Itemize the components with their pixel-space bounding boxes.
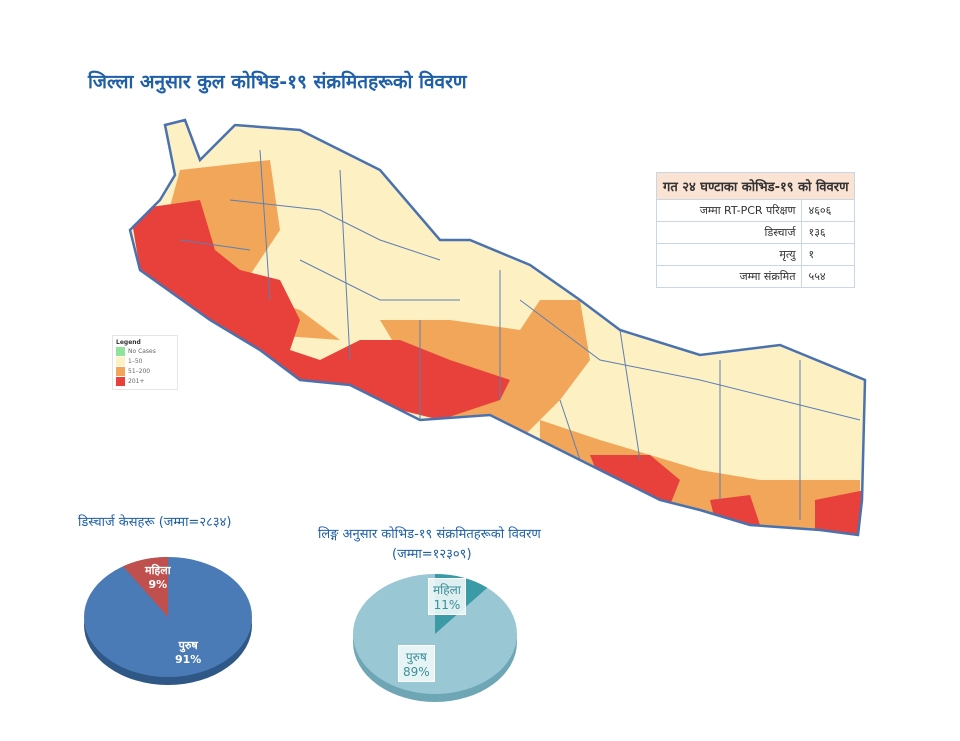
table-row: मृत्यु १ [655,243,856,266]
stat-value: १ [801,243,856,266]
table-row: जम्मा संक्रमित ५५४ [655,265,856,288]
male-label: पुरुष 89% [398,645,435,682]
legend-item: 51–200 [116,366,174,376]
stat-label: जम्मा RT-PCR परिक्षण [655,199,803,222]
discharge-pie [84,557,252,685]
region-201-plus [590,455,680,505]
female-label: महिला 11% [428,578,466,615]
male-label: पुरुष 91% [175,639,202,666]
legend-item: 201+ [116,376,174,386]
discharge-chart-title: डिस्चार्ज केसहरू (जम्मा=२८३४) [78,515,232,530]
stat-label: मृत्यु [655,243,803,266]
legend-swatch [116,376,125,386]
female-label: महिला 9% [145,564,171,591]
legend-item: 1–50 [116,356,174,366]
legend-title: Legend [116,339,141,346]
stat-value: ५५४ [801,265,856,288]
legend-item: No Cases [116,346,174,356]
legend-label: 51–200 [128,367,151,375]
region-201-plus [815,490,865,535]
table-row: डिस्चार्ज १३६ [655,221,856,244]
gender-chart-title: लिङ्ग अनुसार कोभिड-१९ संक्रमितहरूको विवर… [318,527,541,542]
legend-swatch [116,366,125,376]
last-24h-stats-table: गत २४ घण्टाका कोभिड-१९ को विवरण जम्मा RT… [655,172,856,288]
stat-label: डिस्चार्ज [655,221,803,244]
page-title: जिल्ला अनुसार कुल कोभिड-१९ संक्रमितहरूको… [88,71,467,93]
legend-label: 201+ [128,377,145,385]
legend-swatch [116,346,125,356]
gender-chart-subtitle: (जम्मा=१२३०९) [392,547,472,562]
stat-value: १३६ [801,221,856,244]
stat-label: जम्मा संक्रमित [655,265,803,288]
stat-value: ४६०६ [801,199,856,222]
map-legend: Legend No Cases 1–50 51–200 201+ [112,335,178,390]
district-borders [179,149,861,520]
legend-swatch [116,356,125,366]
region-201-plus [130,200,510,420]
pie-slice-female [123,557,168,617]
stats-title: गत २४ घण्टाका कोभिड-१९ को विवरण [655,172,856,200]
legend-label: No Cases [128,347,156,355]
table-row: जम्मा RT-PCR परिक्षण ४६०६ [655,199,856,222]
legend-label: 1–50 [128,357,143,365]
